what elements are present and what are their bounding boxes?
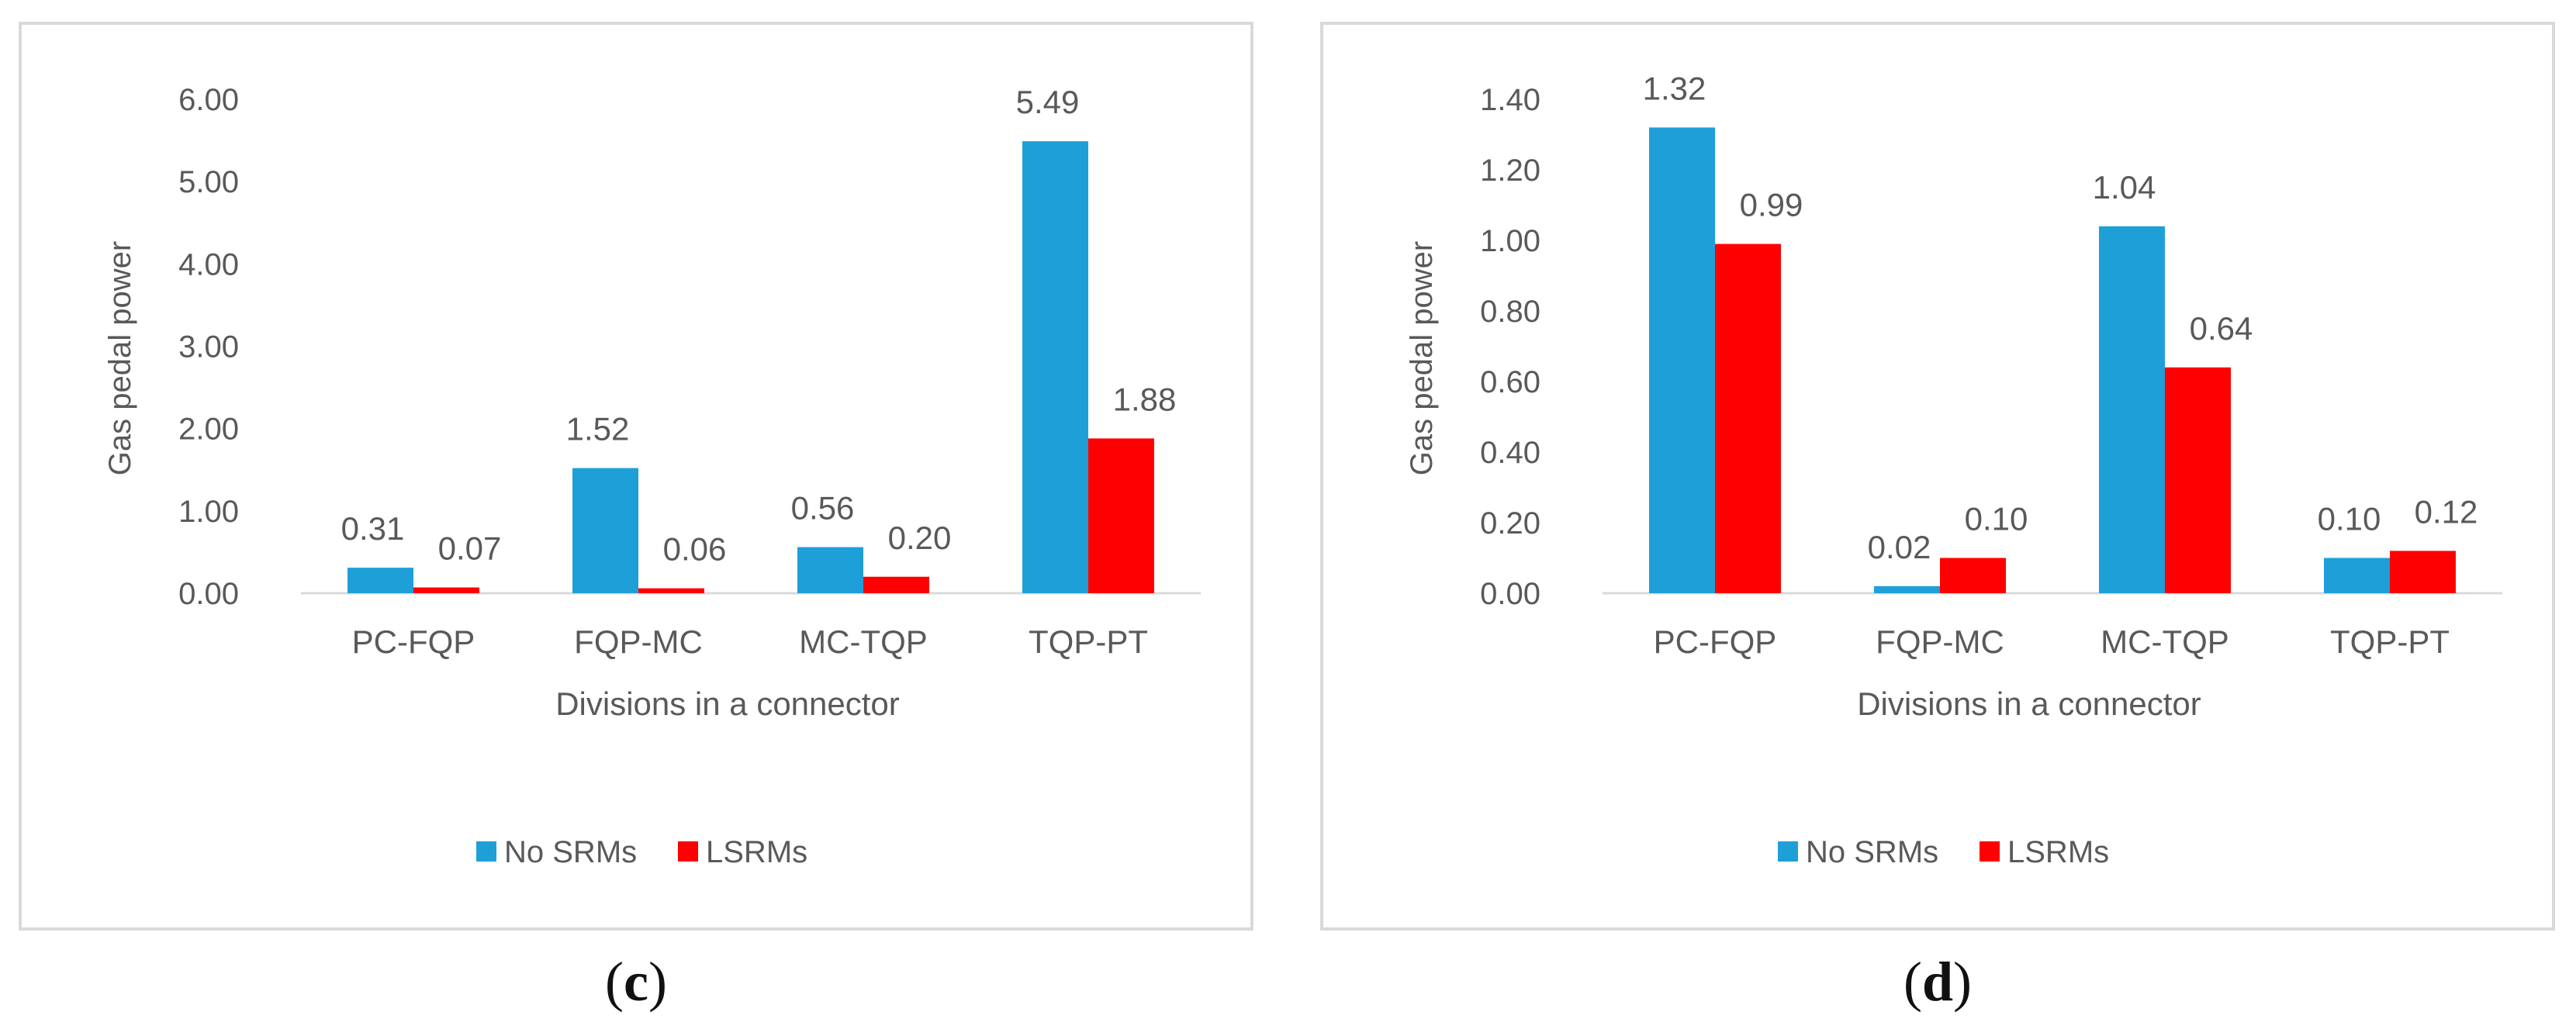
data-label: 0.20: [888, 520, 952, 556]
y-tick-label: 0.00: [178, 577, 239, 611]
legend-swatch-lsrms: [1980, 841, 2000, 862]
bar-no-srms-fqp-mc: [1874, 585, 1940, 593]
y-tick-label: 0.20: [1480, 506, 1540, 540]
x-tick-label: MC-TQP: [2101, 623, 2229, 660]
legend-label-lsrms: LSRMs: [2007, 835, 2109, 869]
x-tick-label: FQP-MC: [574, 623, 703, 660]
bar-lsrms-tqp-pt: [2390, 551, 2456, 593]
data-label: 1.32: [1643, 70, 1706, 106]
y-tick-label: 1.20: [1480, 154, 1540, 188]
bar-no-srms-mc-tqp: [797, 547, 863, 593]
bar-no-srms-mc-tqp: [2099, 226, 2165, 593]
y-tick-label: 1.00: [1480, 224, 1540, 258]
y-axis-title: Gas pedal power: [103, 241, 137, 475]
y-tick-label: 2.00: [178, 413, 239, 447]
y-tick-label: 5.00: [178, 165, 239, 199]
data-label: 0.12: [2415, 493, 2478, 530]
bar-lsrms-fqp-mc: [1940, 558, 2006, 593]
legend-label-lsrms: LSRMs: [706, 835, 807, 869]
chart-panel-c: 0.00 1.00 2.00 3.00 4.00 5.00 6.00 0.31 1.52 0.56…: [19, 22, 1253, 931]
x-tick-label: PC-FQP: [1654, 623, 1777, 660]
data-label: 1.52: [566, 411, 630, 447]
y-tick-label: 4.00: [178, 247, 239, 281]
bar-no-srms-tqp-pt: [2324, 558, 2390, 593]
x-tick-label: TQP-PT: [1029, 623, 1148, 660]
bar-lsrms-fqp-mc: [638, 588, 704, 593]
bar-lsrms-mc-tqp: [2165, 367, 2231, 593]
y-tick-label: 3.00: [178, 330, 239, 364]
data-label: 0.56: [791, 490, 855, 527]
bar-no-srms-tqp-pt: [1022, 141, 1088, 593]
legend-label-no-srms: No SRMs: [1806, 835, 1938, 869]
data-label: 0.31: [341, 510, 405, 547]
chart-svg-d: 0.00 0.20 0.40 0.60 0.80 1.00 1.20 1.40 1.32 0.02…: [1405, 70, 2502, 869]
x-axis-title: Divisions in a connector: [1857, 685, 2201, 722]
x-tick-label: FQP-MC: [1876, 623, 2004, 660]
caption-letter-d: d: [1921, 951, 1954, 1013]
legend-swatch-no-srms: [1778, 841, 1798, 862]
chart-svg-c: 0.00 1.00 2.00 3.00 4.00 5.00 6.00 0.31 1.52 0.56…: [103, 83, 1201, 869]
x-tick-label: MC-TQP: [799, 623, 928, 660]
data-label: 0.06: [663, 531, 727, 568]
data-label: 0.07: [438, 530, 502, 567]
legend-swatch-lsrms: [678, 841, 698, 862]
data-label: 0.99: [1740, 187, 1803, 223]
bar-lsrms-tqp-pt: [1088, 438, 1154, 593]
y-tick-label: 0.00: [1480, 577, 1540, 611]
data-label: 5.49: [1016, 84, 1080, 120]
data-label: 0.02: [1868, 529, 1931, 565]
data-label: 1.04: [2093, 169, 2156, 205]
y-tick-label: 0.40: [1480, 436, 1540, 470]
chart-panel-d: 0.00 0.20 0.40 0.60 0.80 1.00 1.20 1.40 1.32 0.02…: [1320, 22, 2555, 931]
x-axis-title: Divisions in a connector: [555, 685, 900, 722]
bar-no-srms-pc-fqp: [1649, 127, 1715, 593]
data-label: 0.64: [2190, 310, 2253, 347]
x-tick-label: TQP-PT: [2330, 623, 2450, 660]
x-tick-label: PC-FQP: [352, 623, 475, 660]
data-label: 1.88: [1113, 381, 1177, 417]
bar-lsrms-mc-tqp: [863, 576, 929, 593]
data-label: 0.10: [2318, 501, 2381, 537]
y-axis-title: Gas pedal power: [1405, 241, 1439, 475]
y-tick-label: 0.60: [1480, 365, 1540, 399]
bar-lsrms-pc-fqp: [1715, 243, 1781, 593]
y-tick-label: 1.00: [178, 495, 239, 529]
caption-c: (c): [605, 951, 667, 1013]
y-tick-label: 0.80: [1480, 295, 1540, 329]
legend-label-no-srms: No SRMs: [504, 835, 637, 869]
caption-d: (d): [1903, 951, 1972, 1013]
bar-no-srms-pc-fqp: [348, 568, 413, 593]
y-tick-label: 1.40: [1480, 83, 1540, 117]
caption-letter-c: c: [624, 951, 648, 1013]
y-tick-label: 6.00: [178, 83, 239, 117]
data-label: 0.10: [1965, 501, 2028, 537]
bar-lsrms-pc-fqp: [413, 587, 479, 593]
bar-no-srms-fqp-mc: [572, 468, 638, 593]
legend-swatch-no-srms: [476, 841, 496, 862]
